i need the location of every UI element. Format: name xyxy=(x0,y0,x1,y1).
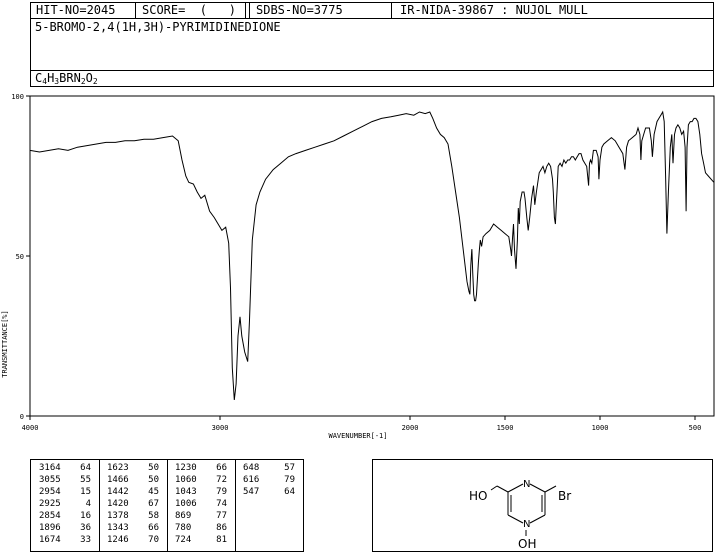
peak-wavenumber: 1674 xyxy=(39,535,61,545)
header-divider xyxy=(391,3,392,18)
peak-transmittance: 55 xyxy=(80,475,91,485)
peak-wavenumber: 2854 xyxy=(39,511,61,521)
peak-transmittance: 74 xyxy=(216,499,227,509)
header-divider xyxy=(245,3,246,18)
sdbs-number: SDBS-NO=3775 xyxy=(256,3,343,17)
peak-wavenumber: 2954 xyxy=(39,487,61,497)
peak-wavenumber: 2925 xyxy=(39,499,61,509)
label-br: Br xyxy=(558,489,571,503)
header-divider xyxy=(135,3,136,18)
y-axis-ticks: 0 50 100 xyxy=(11,93,30,421)
peak-transmittance: 72 xyxy=(216,475,227,485)
y-tick-label: 50 xyxy=(16,253,24,261)
peak-transmittance: 15 xyxy=(80,487,91,497)
peak-wavenumber: 780 xyxy=(175,523,192,533)
table-divider xyxy=(99,460,100,551)
x-tick-label: 2000 xyxy=(402,424,419,432)
table-divider xyxy=(235,460,236,551)
peak-column: 1623 50 1466 50 1442 45 1420 67 1378 58 1343 66 1246… xyxy=(99,460,167,551)
table-divider xyxy=(167,460,168,551)
hit-number: HIT-NO=2045 xyxy=(36,3,116,17)
peak-transmittance: 16 xyxy=(80,511,91,521)
peak-transmittance: 70 xyxy=(148,535,159,545)
peak-wavenumber: 1060 xyxy=(175,475,197,485)
x-tick-label: 1000 xyxy=(592,424,609,432)
score: SCORE= ( ) xyxy=(142,3,236,17)
plot-frame xyxy=(29,95,715,417)
x-axis-ticks: 4000 3000 2000 1500 1000 500 xyxy=(22,416,702,432)
label-oh: OH xyxy=(518,537,536,551)
peak-transmittance: 67 xyxy=(148,499,159,509)
label-ho: HO xyxy=(469,489,487,503)
peak-transmittance: 36 xyxy=(80,523,91,533)
peak-transmittance: 33 xyxy=(80,535,91,545)
peak-transmittance: 50 xyxy=(148,463,159,473)
x-tick-label: 500 xyxy=(689,424,702,432)
peak-wavenumber: 1623 xyxy=(107,463,129,473)
peak-wavenumber: 1343 xyxy=(107,523,129,533)
atom-n-bottom: N xyxy=(523,519,530,530)
peak-column: 3164 64 3055 55 2954 15 2925 4 2854 16 1896 36 1674 3… xyxy=(31,460,99,551)
peak-transmittance: 81 xyxy=(216,535,227,545)
peak-wavenumber: 1246 xyxy=(107,535,129,545)
x-axis-label: WAVENUMBER[-1] xyxy=(328,432,387,440)
peak-column: 1230 66 1060 72 1043 79 1006 74 869 77 780 86 724 81 xyxy=(167,460,235,551)
peak-transmittance: 79 xyxy=(284,475,295,485)
y-tick-label: 0 xyxy=(20,413,24,421)
peak-wavenumber: 724 xyxy=(175,535,192,545)
x-tick-label: 3000 xyxy=(212,424,229,432)
x-tick-label: 4000 xyxy=(22,424,39,432)
peak-transmittance: 4 xyxy=(85,499,91,509)
y-tick-label: 100 xyxy=(11,93,24,101)
peak-wavenumber: 869 xyxy=(175,511,192,521)
peak-table: 3164 64 3055 55 2954 15 2925 4 2854 16 1896 36 1674 3… xyxy=(30,459,304,552)
peak-transmittance: 86 xyxy=(216,523,227,533)
peak-transmittance: 45 xyxy=(148,487,159,497)
compound-name: 5-BROMO-2,4(1H,3H)-PYRIMIDINEDIONE xyxy=(35,20,281,34)
peak-transmittance: 79 xyxy=(216,487,227,497)
peak-wavenumber: 648 xyxy=(243,463,260,473)
peak-wavenumber: 3164 xyxy=(39,463,61,473)
peak-wavenumber: 1442 xyxy=(107,487,129,497)
ho-bond xyxy=(490,485,498,491)
peak-transmittance: 58 xyxy=(148,511,159,521)
peak-wavenumber: 3055 xyxy=(39,475,61,485)
ir-info: IR-NIDA-39867 : NUJOL MULL xyxy=(400,3,588,17)
x-tick-label: 1500 xyxy=(497,424,514,432)
peak-transmittance: 77 xyxy=(216,511,227,521)
molecular-structure: N N HO Br OH xyxy=(469,479,571,551)
structure-box: N N HO Br OH xyxy=(372,459,713,552)
peak-wavenumber: 1378 xyxy=(107,511,129,521)
spectrum-line xyxy=(29,110,715,401)
peak-transmittance: 66 xyxy=(216,463,227,473)
peak-transmittance: 64 xyxy=(284,487,295,497)
peak-wavenumber: 1896 xyxy=(39,523,61,533)
peak-transmittance: 66 xyxy=(148,523,159,533)
peak-wavenumber: 1043 xyxy=(175,487,197,497)
peak-wavenumber: 1230 xyxy=(175,463,197,473)
peak-transmittance: 57 xyxy=(284,463,295,473)
peak-transmittance: 64 xyxy=(80,463,91,473)
molecular-formula: C4H3BRN2O2 xyxy=(35,71,98,86)
peak-wavenumber: 547 xyxy=(243,487,260,497)
ring-bonds xyxy=(496,483,557,536)
y-axis-label: TRANSMITTANCE[%] xyxy=(1,310,9,377)
compound-name-box: 5-BROMO-2,4(1H,3H)-PYRIMIDINEDIONE xyxy=(30,18,714,71)
peak-wavenumber: 1466 xyxy=(107,475,129,485)
atom-n-top: N xyxy=(523,479,530,490)
peak-wavenumber: 1420 xyxy=(107,499,129,509)
peak-wavenumber: 616 xyxy=(243,475,260,485)
header-row: HIT-NO=2045 SCORE= ( ) SDBS-NO=3775 IR-N… xyxy=(30,2,714,19)
formula-box: C4H3BRN2O2 xyxy=(30,70,714,87)
peak-column: 648 57 616 79 547 64 xyxy=(235,460,303,551)
peak-transmittance: 50 xyxy=(148,475,159,485)
ir-spectrum-chart: 4000 3000 2000 1500 1000 500 0 50 100 WAVENUMBE… xyxy=(1,93,715,440)
peak-wavenumber: 1006 xyxy=(175,499,197,509)
header-divider xyxy=(249,3,250,18)
